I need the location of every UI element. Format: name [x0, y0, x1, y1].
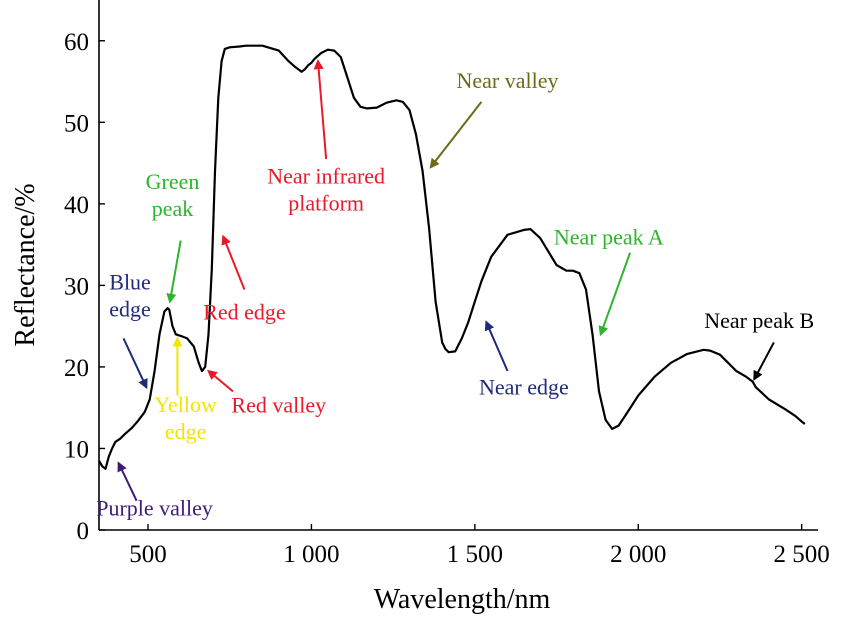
annotation-line: Blue [109, 269, 151, 294]
annotation-line: Near valley [457, 68, 559, 93]
annotation-arrow [484, 320, 509, 372]
y-tick-label: 0 [77, 518, 90, 545]
y-tick-label: 60 [64, 29, 89, 56]
annotation: Red edge [203, 234, 286, 325]
reflectance-series-line [98, 44, 806, 470]
annotation-line: Near edge [479, 375, 569, 400]
x-tick-label: 1 500 [447, 541, 503, 568]
annotation: Red valley [206, 369, 326, 418]
annotation-label: Near infrared platform [267, 163, 385, 215]
annotation: Blue edge [109, 269, 151, 390]
annotation-label: Near edge [479, 375, 569, 400]
annotation-line: edge [165, 419, 207, 444]
x-tick-label: 1 000 [283, 541, 339, 568]
annotation: Green peak [146, 169, 200, 304]
annotation-line: Red valley [231, 393, 326, 418]
annotation-line: edge [109, 296, 151, 321]
annotation-label: Near peak A [554, 225, 664, 250]
annotation-arrow [429, 101, 483, 169]
annotation-label: Red valley [231, 393, 326, 418]
annotation-arrow [122, 337, 148, 390]
y-tick-label: 20 [64, 355, 89, 382]
annotation-line: Near peak B [704, 308, 814, 333]
annotation-line: platform [288, 190, 364, 215]
annotation-line: Yellow [154, 392, 217, 417]
annotation: Near peak A [554, 225, 664, 337]
annotation-arrow [117, 461, 138, 502]
annotation: Near peak B [704, 308, 814, 381]
annotation-line: Near peak A [554, 225, 664, 250]
annotation-arrow [206, 369, 234, 393]
annotation-line: peak [152, 196, 194, 221]
x-axis-title: Wavelength/nm [374, 584, 551, 615]
annotation: Near infrared platform [267, 59, 385, 215]
annotation-label: Near valley [457, 68, 559, 93]
annotation-arrow [313, 59, 328, 160]
annotation-label: Blue edge [109, 269, 151, 321]
annotation-arrow [166, 240, 182, 304]
y-tick-label: 40 [64, 192, 89, 219]
annotation-label: Yellow edge [154, 392, 217, 444]
annotation-arrow [753, 341, 775, 381]
annotation-line: Purple valley [96, 495, 213, 520]
annotation-label: Red edge [203, 300, 285, 325]
annotation-label: Green peak [146, 169, 200, 221]
annotation-line: Near infrared [267, 163, 385, 188]
annotation: Near valley [429, 68, 559, 169]
annotation-label: Near peak B [704, 308, 814, 333]
x-tick-label: 2 500 [774, 541, 830, 568]
annotation-line: Red edge [203, 300, 285, 325]
annotation: Near edge [479, 320, 569, 400]
annotation: Yellow edge [154, 336, 217, 444]
annotation-label: Purple valley [96, 495, 213, 520]
y-tick-label: 30 [64, 273, 89, 300]
y-axis-title: Reflectance/% [10, 183, 41, 346]
annotation-arrow [598, 252, 632, 337]
annotation: Purple valley [96, 461, 213, 520]
x-tick-label: 500 [129, 541, 167, 568]
y-tick-label: 10 [64, 436, 89, 463]
y-tick-label: 50 [64, 110, 89, 137]
annotation-line: Green [146, 169, 200, 194]
annotation-arrow [221, 234, 246, 290]
x-tick-label: 2 000 [610, 541, 666, 568]
